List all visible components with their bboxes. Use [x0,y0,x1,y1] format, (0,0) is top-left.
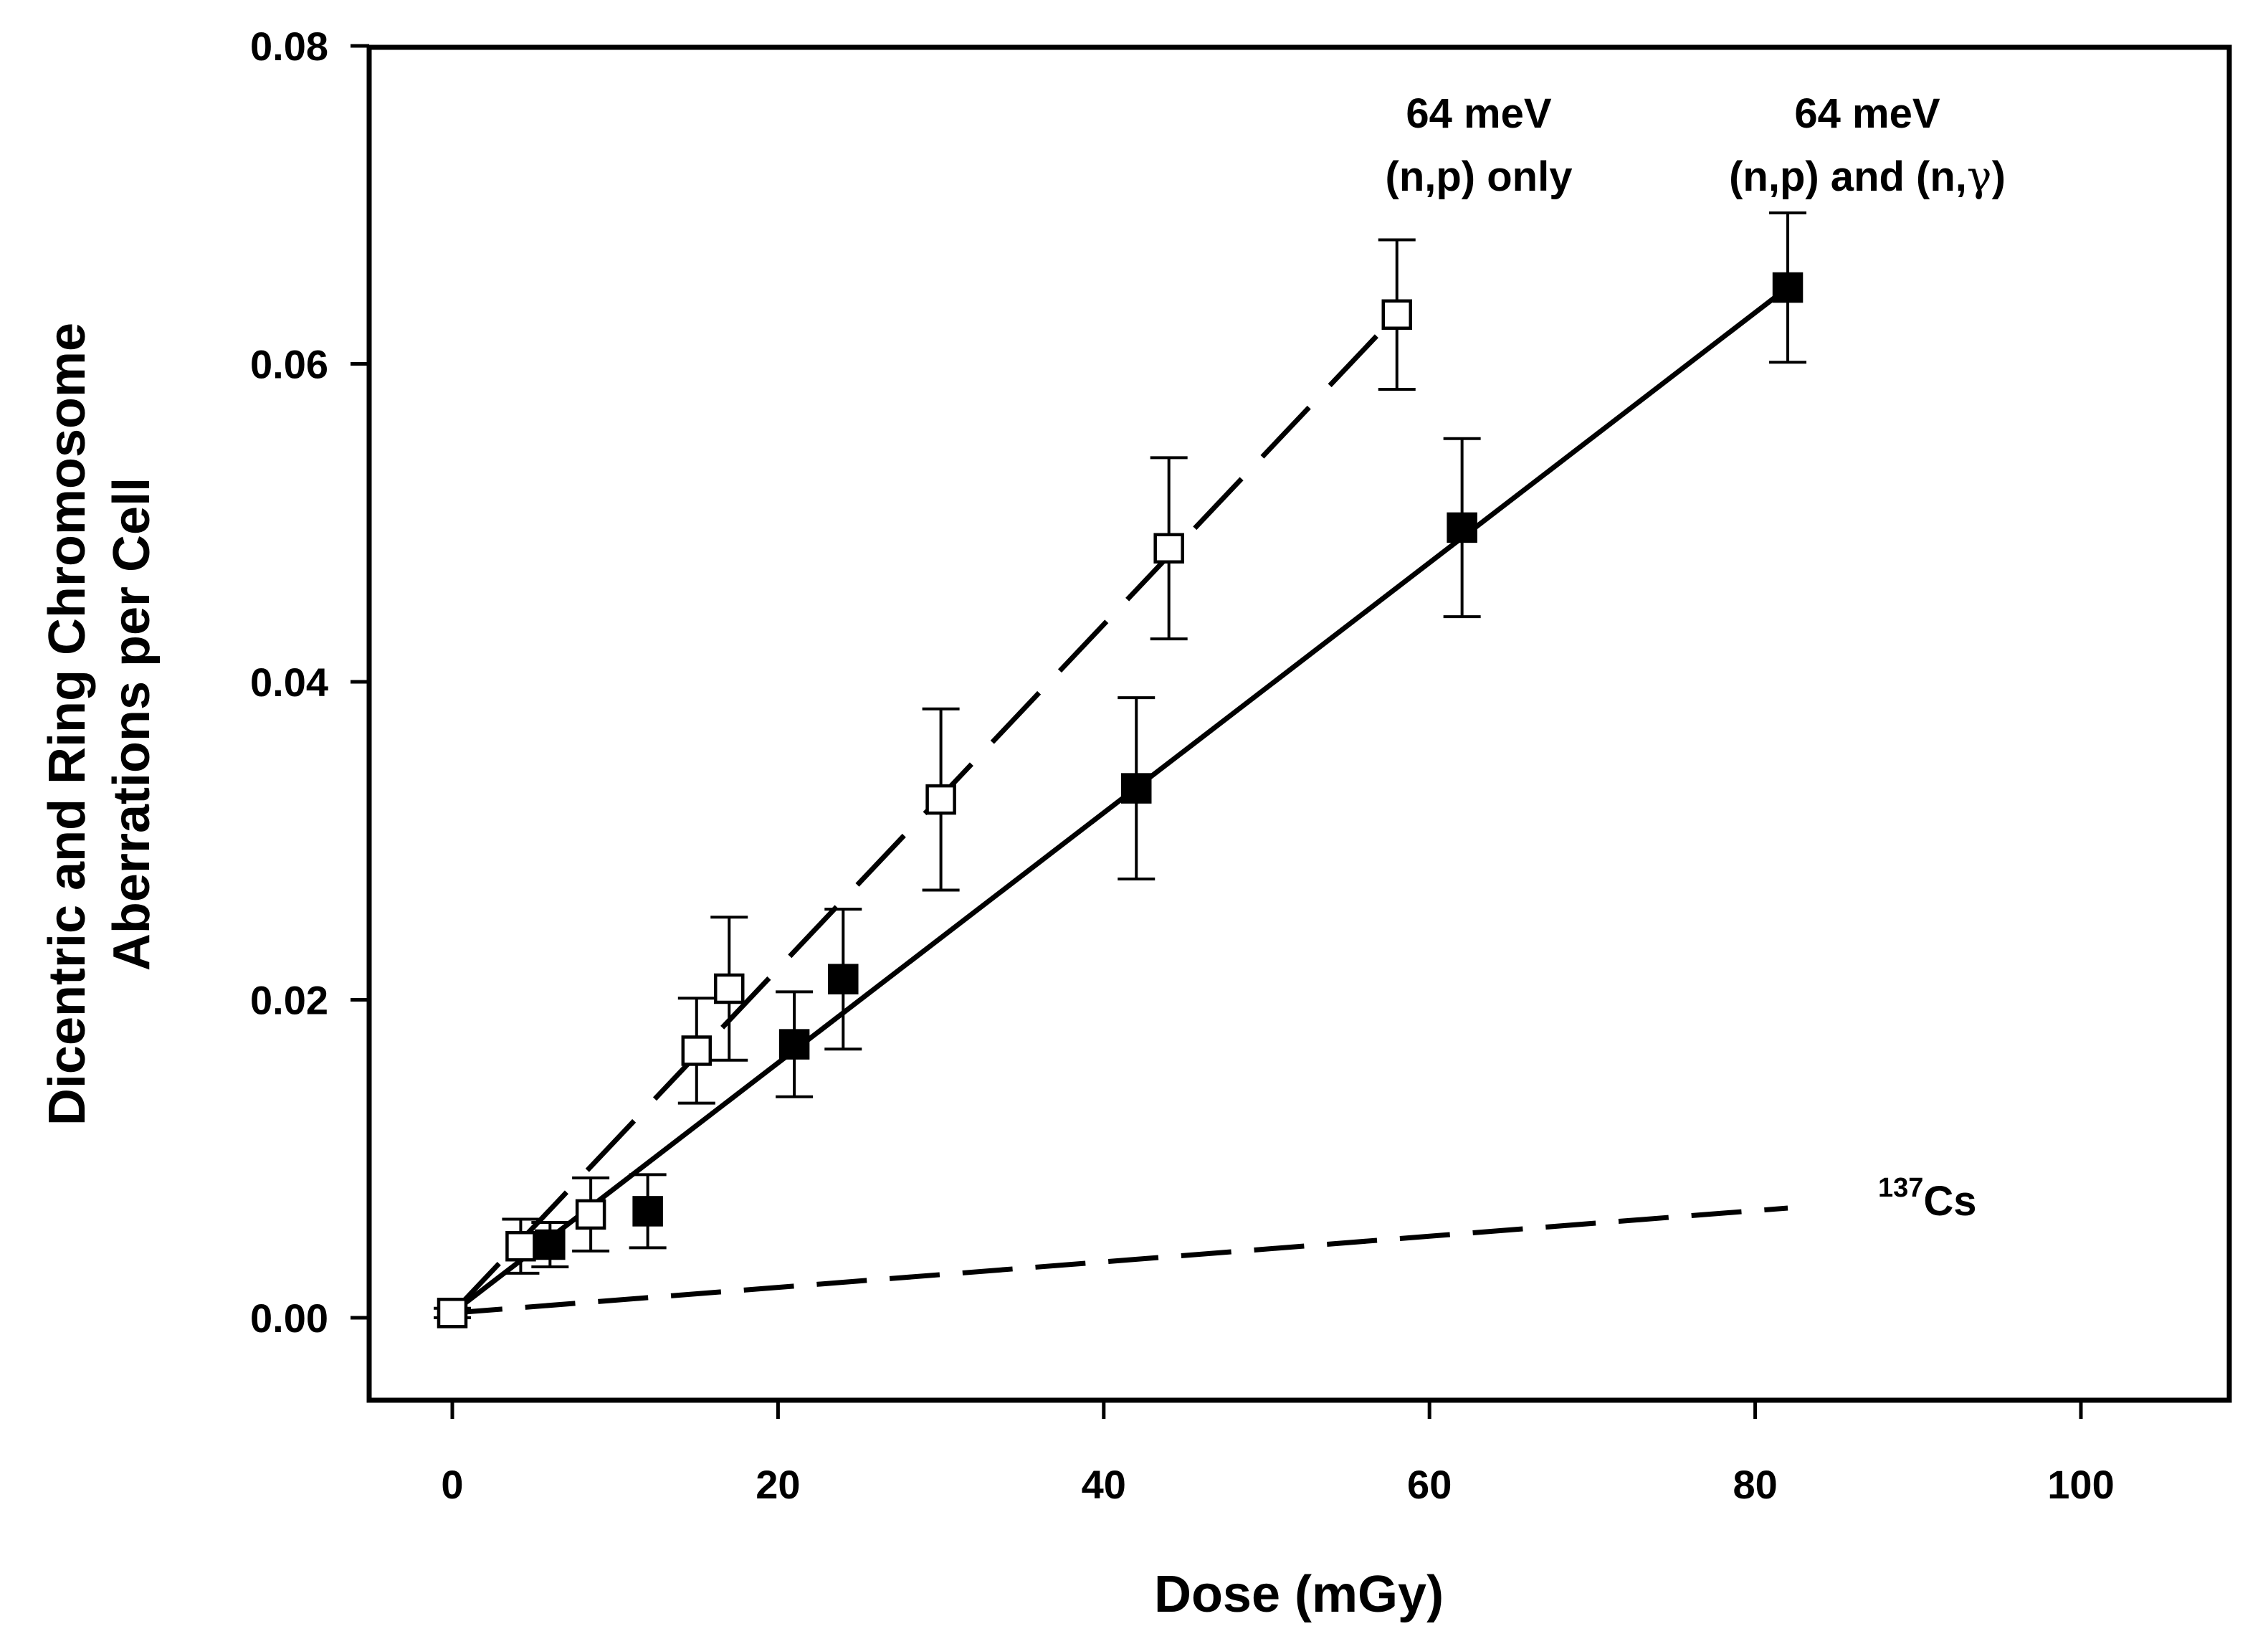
x-tick-label: 80 [1733,1462,1777,1507]
data-point-filled-square [1120,773,1152,804]
y-tick-label: 0.06 [250,342,328,387]
annotation-cs137-superscript: 137 [1878,1173,1923,1203]
x-axis-title: Dose (mGy) [1154,1566,1444,1623]
fit-line-series-0 [450,313,1399,1315]
data-markers [437,272,1804,1329]
x-axis: 0 20 40 60 80 100 [441,1400,2115,1507]
data-point-filled-square [632,1196,663,1227]
data-point-filled-square [535,1229,566,1260]
annotation-np-ng-line2: (n,p) and (n,γ) [1729,152,2006,201]
fit-line-series-2 [452,1205,1788,1316]
annotation-np-ng-suffix: ) [1992,153,2006,200]
y-axis-title-line2: Aberrations per Cell [103,477,161,971]
data-point-filled-square [778,1029,810,1060]
fit-line-series-1 [450,285,1790,1316]
data-point-open-square [505,1230,536,1262]
annotation-np-ng-prefix: (n,p) and (n, [1729,153,1967,200]
y-axis: 0.00 0.02 0.04 0.06 0.08 [250,24,369,1341]
data-point-filled-square [1447,512,1477,543]
fit-lines [450,285,1790,1316]
data-point-open-square [925,784,956,815]
x-tick-label: 20 [756,1462,800,1507]
data-point-filled-square [1772,272,1804,303]
annotation-cs137-label: Cs [1923,1178,1976,1225]
annotation-cs137: 137Cs [1878,1173,1977,1225]
annotation-np-only-line1: 64 meV [1406,90,1551,137]
plot-frame [366,44,2232,1403]
data-point-open-square [437,1298,468,1329]
x-tick-label: 40 [1082,1462,1126,1507]
y-tick-label: 0.04 [250,660,328,705]
annotation-np-only-line2: (n,p) only [1386,153,1573,200]
data-point-open-square [1381,299,1413,331]
x-tick-label: 0 [441,1462,463,1507]
data-point-filled-square [828,964,859,994]
annotation-gamma-symbol: γ [1967,152,1992,201]
x-tick-label: 60 [1407,1462,1452,1507]
y-tick-label: 0.08 [250,24,328,69]
data-point-open-square [575,1199,606,1230]
data-point-open-square [1153,533,1184,564]
y-tick-label: 0.00 [250,1296,328,1341]
annotation-np-ng-line1: 64 meV [1794,90,1940,137]
x-tick-label: 100 [2047,1462,2114,1507]
y-axis-title-line1: Dicentric and Ring Chromosome [39,323,96,1126]
y-tick-label: 0.02 [250,978,328,1023]
error-bars [434,211,1807,1319]
data-point-open-square [681,1035,713,1066]
data-point-open-square [713,973,745,1004]
